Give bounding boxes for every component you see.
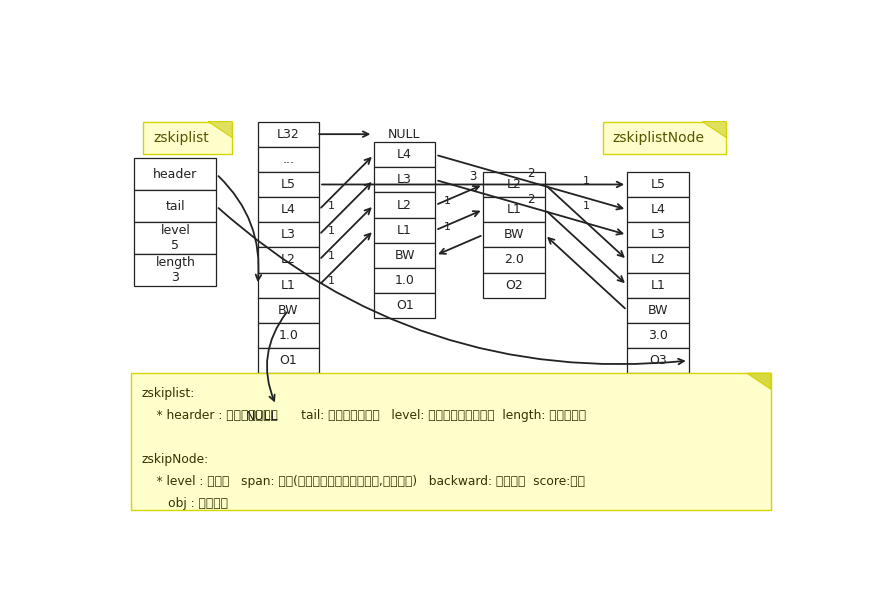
Text: length
3: length 3 bbox=[155, 256, 195, 285]
Text: L1: L1 bbox=[651, 279, 665, 292]
FancyBboxPatch shape bbox=[374, 192, 435, 217]
Text: zskiplist: zskiplist bbox=[154, 131, 209, 144]
FancyBboxPatch shape bbox=[143, 122, 232, 154]
Polygon shape bbox=[747, 373, 771, 389]
Text: L2: L2 bbox=[397, 198, 412, 211]
FancyBboxPatch shape bbox=[603, 122, 726, 154]
Text: obj : 成员对象: obj : 成员对象 bbox=[141, 497, 228, 510]
FancyBboxPatch shape bbox=[374, 268, 435, 293]
FancyBboxPatch shape bbox=[258, 247, 319, 273]
Text: 3.0: 3.0 bbox=[648, 329, 668, 342]
FancyBboxPatch shape bbox=[627, 222, 689, 247]
Text: * hearder : 指向跳跃表的头      tail: 指向跳跃表的尾   level: 层数最大节点的层数  length: 跳跃表长度: * hearder : 指向跳跃表的头 tail: 指向跳跃表的尾 level:… bbox=[141, 409, 586, 422]
FancyBboxPatch shape bbox=[374, 142, 435, 168]
FancyBboxPatch shape bbox=[258, 273, 319, 298]
Text: 1: 1 bbox=[443, 197, 450, 206]
Text: level
5: level 5 bbox=[161, 224, 191, 252]
Text: L1: L1 bbox=[507, 203, 522, 216]
Text: 1: 1 bbox=[328, 226, 335, 236]
Text: L2: L2 bbox=[507, 178, 522, 191]
FancyBboxPatch shape bbox=[627, 298, 689, 323]
Text: BW: BW bbox=[395, 249, 415, 262]
FancyBboxPatch shape bbox=[134, 254, 216, 286]
Text: 2.0: 2.0 bbox=[504, 254, 525, 267]
Text: L4: L4 bbox=[397, 148, 412, 161]
Text: BW: BW bbox=[504, 228, 525, 241]
Text: 1: 1 bbox=[328, 276, 335, 286]
Text: O3: O3 bbox=[649, 354, 667, 367]
Text: 1: 1 bbox=[328, 251, 335, 261]
Polygon shape bbox=[208, 122, 232, 138]
Text: O1: O1 bbox=[396, 299, 413, 312]
Text: 2: 2 bbox=[527, 168, 535, 181]
FancyBboxPatch shape bbox=[134, 190, 216, 222]
FancyBboxPatch shape bbox=[258, 298, 319, 323]
FancyBboxPatch shape bbox=[483, 247, 545, 273]
Text: 1: 1 bbox=[443, 222, 450, 232]
FancyBboxPatch shape bbox=[131, 373, 771, 510]
Text: L4: L4 bbox=[651, 203, 665, 216]
FancyBboxPatch shape bbox=[258, 197, 319, 222]
Text: 1.0: 1.0 bbox=[278, 329, 298, 342]
Text: L5: L5 bbox=[281, 178, 296, 191]
Text: O1: O1 bbox=[279, 354, 298, 367]
FancyBboxPatch shape bbox=[483, 197, 545, 222]
FancyBboxPatch shape bbox=[483, 172, 545, 197]
Text: header: header bbox=[154, 168, 198, 181]
FancyBboxPatch shape bbox=[258, 147, 319, 172]
Text: zskiplistNode: zskiplistNode bbox=[613, 131, 705, 144]
Text: 2: 2 bbox=[527, 192, 535, 206]
Text: 1: 1 bbox=[328, 201, 335, 211]
Text: L1: L1 bbox=[281, 279, 296, 292]
Polygon shape bbox=[702, 122, 726, 138]
Text: 1: 1 bbox=[583, 201, 590, 211]
FancyBboxPatch shape bbox=[258, 222, 319, 247]
Text: L3: L3 bbox=[651, 228, 665, 241]
FancyBboxPatch shape bbox=[258, 323, 319, 348]
Text: NULL: NULL bbox=[246, 410, 278, 423]
Text: L5: L5 bbox=[651, 178, 665, 191]
FancyBboxPatch shape bbox=[258, 348, 319, 373]
Text: zskipNode:: zskipNode: bbox=[141, 453, 208, 466]
FancyBboxPatch shape bbox=[258, 122, 319, 147]
Text: BW: BW bbox=[647, 304, 668, 317]
Text: L3: L3 bbox=[397, 173, 412, 187]
FancyBboxPatch shape bbox=[134, 158, 216, 190]
Text: BW: BW bbox=[278, 304, 298, 317]
Text: L2: L2 bbox=[651, 254, 665, 267]
Text: L4: L4 bbox=[281, 203, 296, 216]
FancyBboxPatch shape bbox=[483, 222, 545, 247]
FancyBboxPatch shape bbox=[483, 273, 545, 298]
Text: 1: 1 bbox=[583, 176, 590, 186]
FancyBboxPatch shape bbox=[627, 197, 689, 222]
FancyBboxPatch shape bbox=[627, 323, 689, 348]
Text: L32: L32 bbox=[277, 128, 299, 141]
Text: L3: L3 bbox=[281, 228, 296, 241]
Text: O2: O2 bbox=[505, 279, 523, 292]
FancyBboxPatch shape bbox=[627, 348, 689, 373]
FancyBboxPatch shape bbox=[374, 168, 435, 192]
Text: NULL: NULL bbox=[388, 128, 420, 141]
Text: L2: L2 bbox=[281, 254, 296, 267]
Text: L1: L1 bbox=[397, 224, 412, 237]
Text: zskiplist:: zskiplist: bbox=[141, 387, 194, 400]
Text: * level : 当前层   span: 跨度(用于计算目标节点的位置,各层相加)   backward: 后退指针  score:分数: * level : 当前层 span: 跨度(用于计算目标节点的位置,各层相加)… bbox=[141, 475, 585, 488]
Text: tail: tail bbox=[166, 200, 185, 213]
Text: ...: ... bbox=[283, 153, 294, 166]
FancyBboxPatch shape bbox=[134, 222, 216, 254]
FancyBboxPatch shape bbox=[374, 217, 435, 243]
FancyBboxPatch shape bbox=[374, 293, 435, 318]
FancyBboxPatch shape bbox=[627, 273, 689, 298]
Text: 3: 3 bbox=[470, 170, 477, 183]
Text: 1.0: 1.0 bbox=[395, 274, 415, 287]
FancyBboxPatch shape bbox=[258, 172, 319, 197]
FancyBboxPatch shape bbox=[627, 172, 689, 197]
FancyBboxPatch shape bbox=[627, 247, 689, 273]
FancyBboxPatch shape bbox=[374, 243, 435, 268]
